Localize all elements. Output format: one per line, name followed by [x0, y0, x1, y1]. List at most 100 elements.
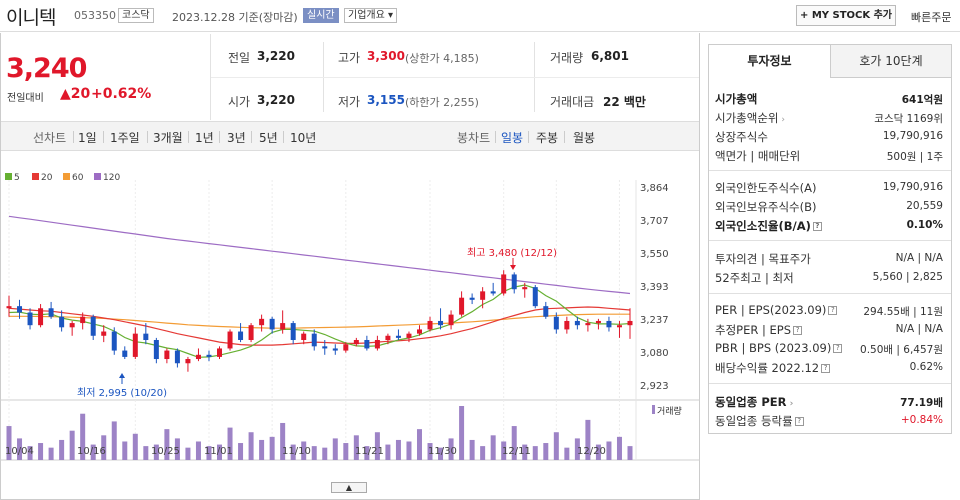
invest-value: 0.62%: [909, 361, 943, 373]
invest-label-text: PBR | BPS (2023.09): [715, 341, 832, 355]
help-icon[interactable]: ?: [793, 326, 803, 335]
tab-invest-info[interactable]: 투자정보: [709, 45, 830, 78]
lower-limit: (하한가 2,255): [405, 96, 479, 109]
realtime-tag[interactable]: 실시간: [303, 8, 339, 23]
tab-orderbook[interactable]: 호가 10단계: [830, 45, 951, 78]
volume-bar: [416, 429, 422, 460]
volume-bar: [17, 438, 23, 460]
period-1d[interactable]: 1일: [78, 131, 97, 145]
invest-label-text: 동일업종 등락률: [715, 414, 793, 428]
volume-bar: [132, 433, 138, 460]
period-monthly[interactable]: 월봉: [573, 131, 596, 145]
invest-value: N/A | N/A: [895, 323, 943, 335]
divider: [211, 77, 699, 78]
volume-bar: [564, 447, 570, 460]
top-header: [0, 0, 960, 32]
period-1y[interactable]: 1년: [195, 131, 214, 145]
volume-bar: [217, 444, 223, 460]
candle-body: [153, 339, 159, 360]
period-daily[interactable]: 일봉: [501, 131, 524, 145]
candle-body: [48, 308, 54, 317]
x-tick-label: 10/04: [5, 446, 34, 457]
volume-bar: [395, 439, 401, 460]
amount-label: 거래대금: [550, 95, 595, 109]
help-icon[interactable]: ?: [812, 222, 822, 231]
volume-bar: [490, 435, 496, 460]
volume-bar: [111, 421, 117, 460]
ma120-line: [8, 215, 631, 295]
candle-body: [438, 320, 444, 326]
help-icon[interactable]: ?: [794, 417, 804, 426]
volume-bar: [290, 444, 296, 460]
candle-body: [59, 316, 65, 328]
company-overview-dropdown[interactable]: 기업개요 ▾: [344, 8, 397, 23]
quick-order-link[interactable]: 빠른주문: [911, 11, 952, 24]
candle-body: [27, 312, 33, 326]
volume-bar: [248, 432, 254, 460]
volume-bar: [469, 439, 475, 460]
info-icon[interactable]: ›: [778, 115, 785, 125]
invest-value: 19,790,916: [882, 130, 943, 142]
x-tick-label: 10/25: [151, 446, 180, 457]
help-icon[interactable]: ?: [833, 344, 843, 353]
invest-label: PER | EPS(2023.09)?: [715, 303, 838, 317]
add-mystock-button[interactable]: + MY STOCK 추가: [796, 5, 896, 26]
volume-bar: [101, 435, 107, 460]
volume-bar: [69, 430, 75, 460]
invest-label: 추정PER | EPS?: [715, 322, 803, 338]
volume-bar: [595, 444, 601, 460]
x-tick-label: 12/20: [577, 446, 606, 457]
divider: [709, 383, 951, 384]
volume-bar: [374, 432, 380, 460]
divider: [219, 131, 220, 143]
period-10y[interactable]: 10년: [290, 131, 317, 145]
volume-bar: [332, 438, 338, 460]
invest-label: 52주최고 | 최저: [715, 271, 794, 285]
period-3y[interactable]: 3년: [227, 131, 246, 145]
candle-body: [395, 335, 401, 338]
help-icon[interactable]: ?: [821, 364, 831, 373]
divider: [495, 131, 496, 143]
arrow-icon[interactable]: ›: [786, 399, 794, 409]
change-label: 전일대비: [7, 93, 44, 104]
volume-bar: [38, 443, 44, 460]
legend-ma60: 60: [63, 173, 83, 183]
volume-bar: [153, 444, 159, 460]
divider: [709, 240, 951, 241]
invest-value: N/A | N/A: [895, 252, 943, 264]
volume-bar: [448, 438, 454, 460]
invest-label: 상장주식수: [715, 130, 768, 144]
period-5y[interactable]: 5년: [259, 131, 278, 145]
high-annotation: 최고 3,480 (12/12): [467, 248, 558, 259]
candle-body: [480, 291, 486, 300]
legend-label: 5: [14, 173, 20, 183]
chart-expand-button[interactable]: ▲: [331, 482, 367, 493]
invest-label: PBR | BPS (2023.09)?: [715, 341, 843, 355]
volume-bar: [511, 426, 517, 460]
candle-body: [259, 318, 265, 326]
open-label: 시가: [228, 95, 251, 109]
help-icon[interactable]: ?: [828, 306, 838, 315]
ma5-line: [8, 284, 631, 358]
invest-label: 시가총액순위 ›: [715, 110, 785, 126]
invest-value: 0.10%: [906, 219, 943, 231]
legend-label: 20: [41, 173, 53, 183]
low-value: 3,155: [367, 93, 405, 107]
period-1w[interactable]: 1주일: [110, 131, 140, 145]
volume-value: 6,801: [591, 49, 629, 63]
invest-label-text: 추정PER | EPS: [715, 323, 792, 337]
stock-chart[interactable]: [0, 160, 700, 480]
y-tick-label: 3,864: [640, 183, 669, 194]
candle-body: [501, 274, 507, 294]
x-tick-label: 11/10: [282, 446, 311, 457]
period-weekly[interactable]: 주봉: [536, 131, 559, 145]
volume-bar: [459, 406, 465, 460]
candle-body: [416, 329, 422, 334]
legend-swatch: [5, 173, 12, 180]
period-3m[interactable]: 3개월: [153, 131, 183, 145]
low-annotation: 최저 2,995 (10/20): [77, 388, 168, 399]
candle-body: [490, 291, 496, 294]
invest-label: 외국인소진율(B/A)?: [715, 218, 822, 234]
volume-bar: [385, 444, 391, 460]
candle-body: [195, 354, 201, 360]
